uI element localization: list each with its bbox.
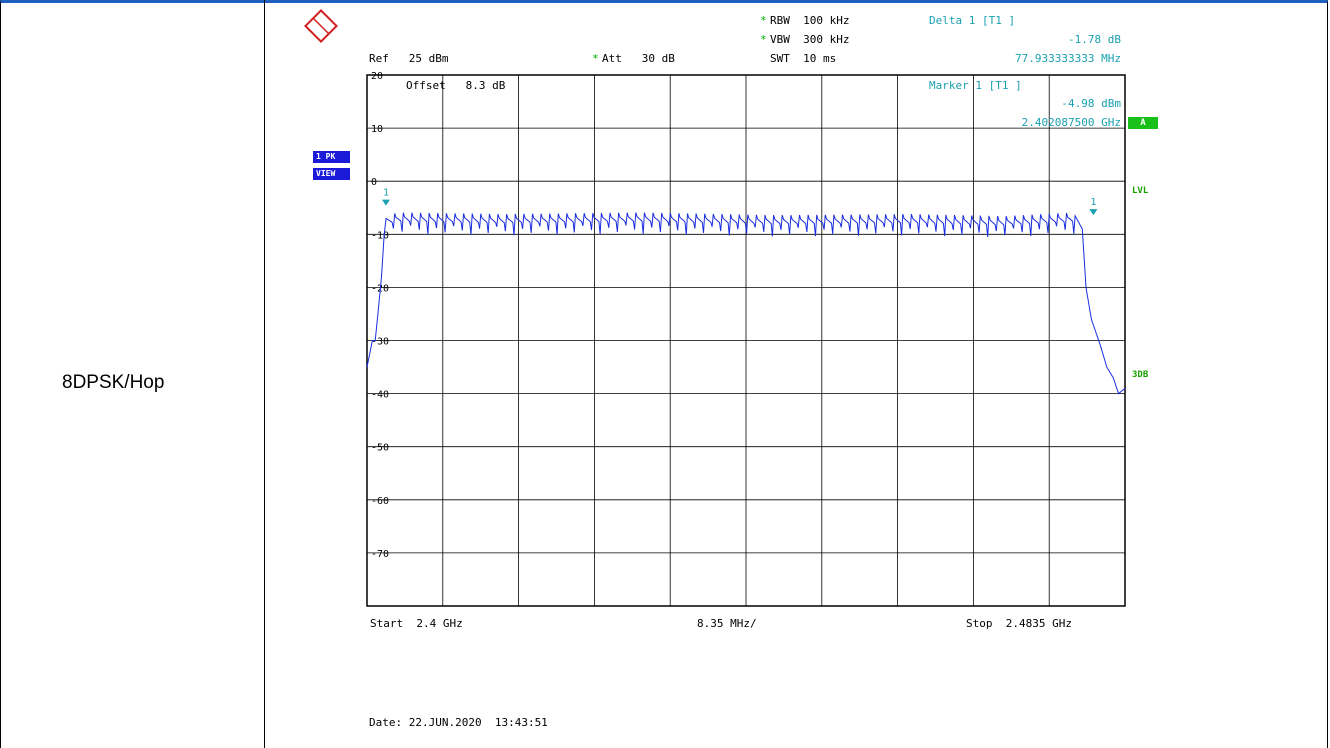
y-tick-label: 20 [371,71,383,82]
att-label: Att 30 dB [602,52,675,65]
delta-title: Delta 1 [T1 ] [929,14,1016,27]
swt-label: SWT 10 ms [770,52,837,65]
marker-1-point [381,199,390,206]
marker-value: -4.98 dBm [1061,97,1121,110]
three-db-tag: 3DB [1132,370,1149,380]
delta-freq: 77.933333333 MHz [1015,52,1121,65]
span-per-div-label: 8.35 MHz/ [697,617,757,630]
marker-1-label: 1 [383,188,389,199]
ref-level-label: Ref 25 dBm [369,52,449,65]
delta-marker-point [1089,209,1098,216]
delta-value: -1.78 dB [1068,33,1121,46]
start-freq-label: Start 2.4 GHz [370,617,463,630]
vbw-label: VBW 300 kHz [770,33,850,46]
marker-freq: 2.402087500 GHz [1021,116,1121,129]
delta-marker-label: 1 [1090,197,1096,208]
y-tick-label: -50 [371,443,389,454]
lvl-tag: LVL [1132,186,1149,196]
att-star: * [592,52,599,65]
marker-layer: 11 [381,188,1098,216]
row-label: 8DPSK/Hop [62,372,165,393]
trace-layer [366,212,1126,395]
vbw-star: * [760,33,767,46]
trace-mode-pk-tag: 1 PK [313,151,350,163]
offset-label: Offset 8.3 dB [406,79,506,92]
marker-title: Marker 1 [T1 ] [929,79,1022,92]
spectrum-trace [366,212,1126,395]
y-tick-label: -30 [371,337,389,348]
rbw-star: * [760,14,767,27]
rs-logo-icon [304,9,338,43]
y-tick-label: -10 [371,230,389,241]
trace-view-tag: VIEW [313,168,350,180]
stop-freq-label: Stop 2.4835 GHz [966,617,1072,630]
y-tick-label: 0 [371,177,377,188]
trace-a-tag: A [1128,117,1158,129]
y-tick-label: -70 [371,549,389,560]
table-divider [264,0,265,748]
date-label: Date: 22.JUN.2020 13:43:51 [369,716,548,729]
y-tick-label: -40 [371,390,389,401]
y-tick-label: 10 [371,124,383,135]
rbw-label: RBW 100 kHz [770,14,850,27]
plot-grid [366,74,1126,607]
y-tick-label: -60 [371,496,389,507]
